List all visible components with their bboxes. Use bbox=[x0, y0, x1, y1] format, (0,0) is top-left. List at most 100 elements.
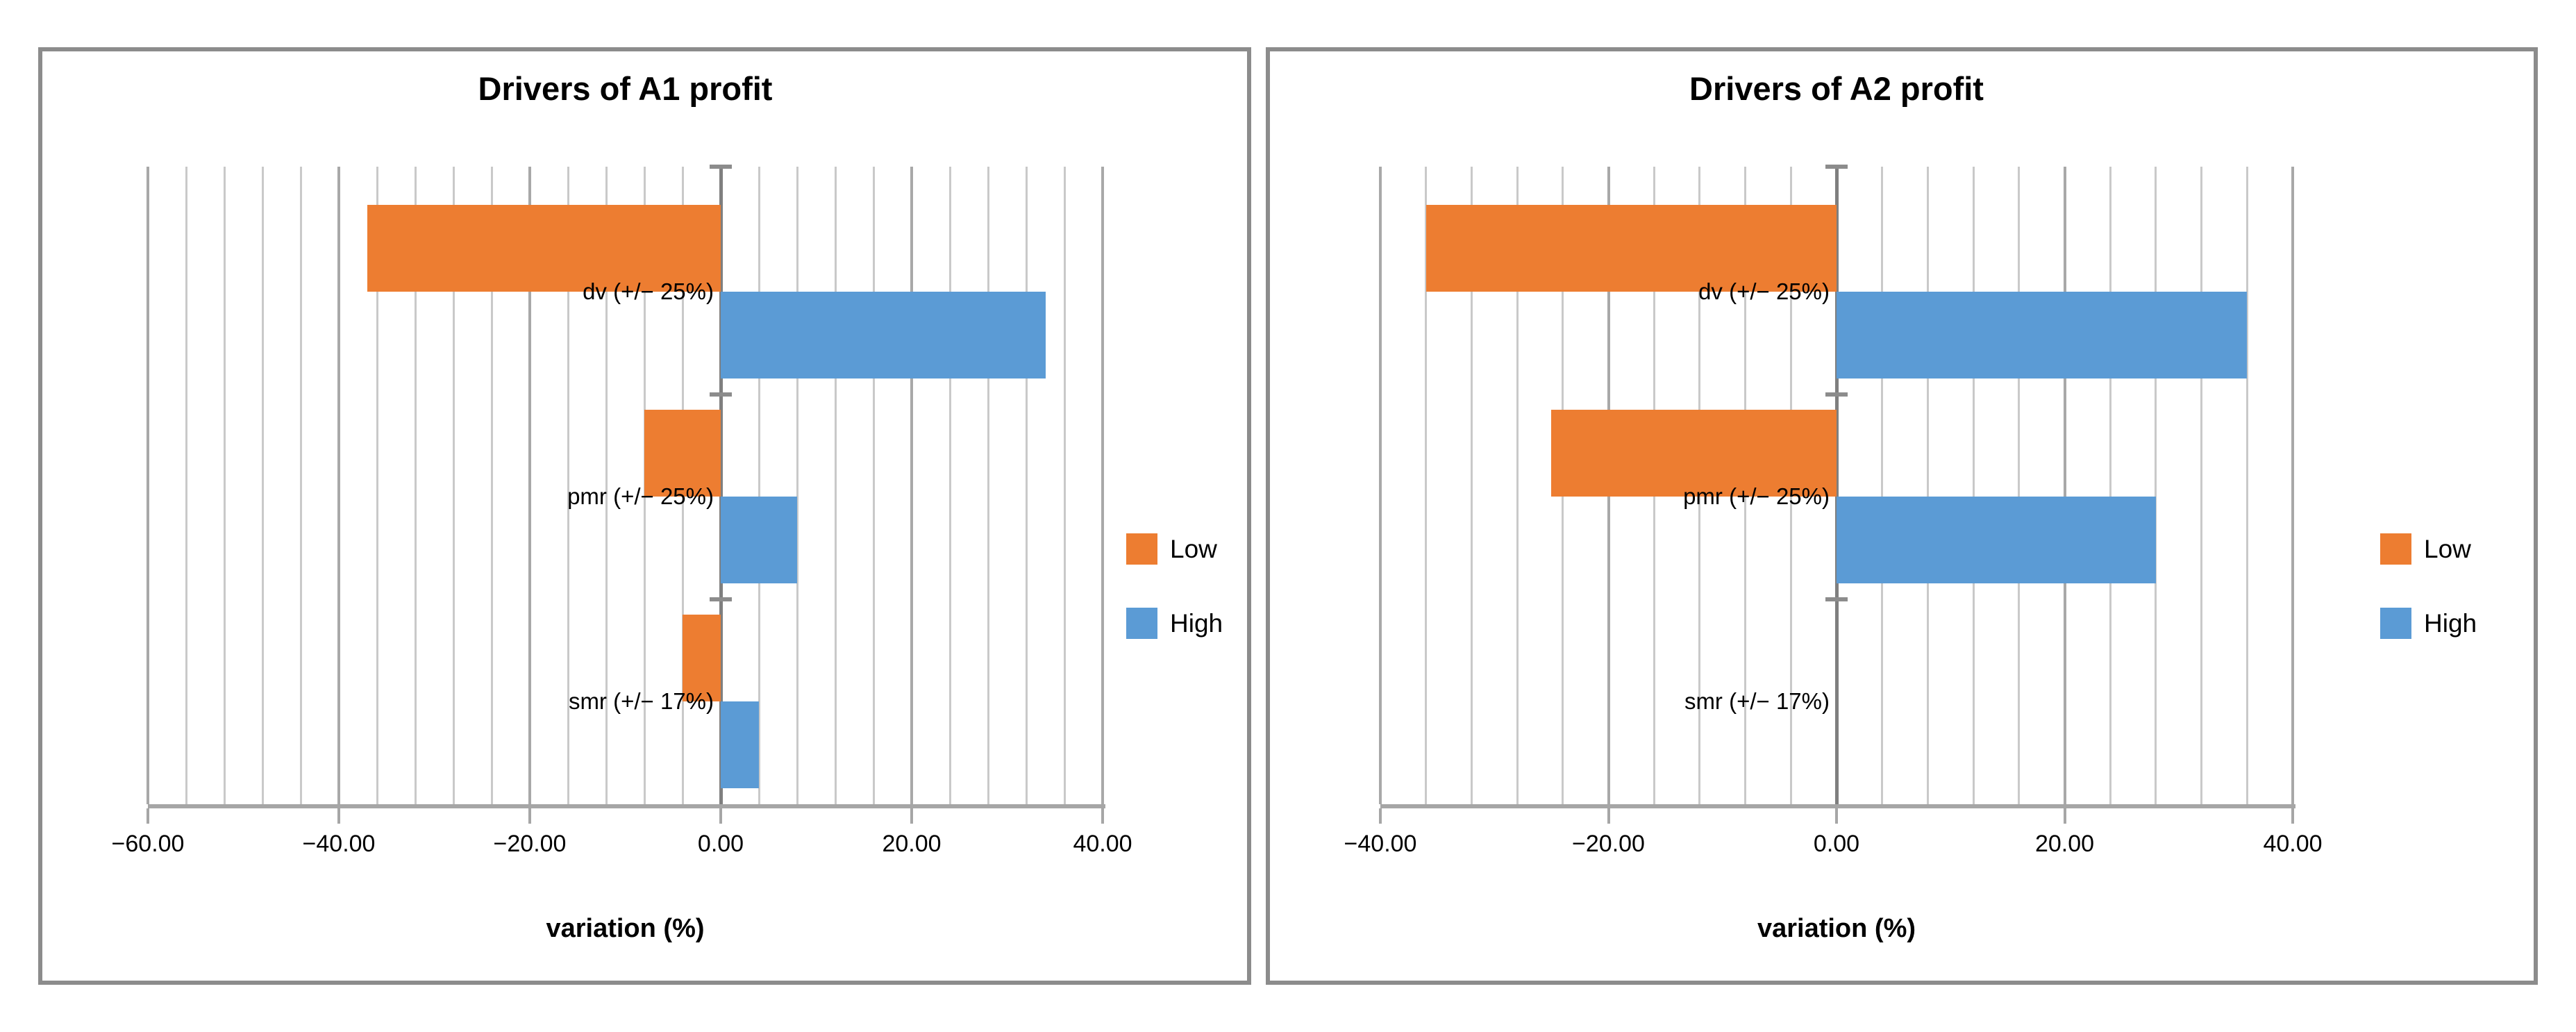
legend-swatch-high bbox=[2380, 608, 2411, 639]
legend-label-high: High bbox=[2424, 608, 2477, 638]
minor-gridline bbox=[2245, 167, 2248, 804]
category-axis-tick bbox=[710, 165, 732, 169]
category-axis-tick bbox=[1825, 597, 1848, 601]
major-gridline bbox=[147, 167, 149, 804]
minor-gridline bbox=[834, 167, 837, 804]
x-axis-tick bbox=[147, 808, 149, 824]
x-axis-tick bbox=[1101, 808, 1104, 824]
x-axis-title: variation (%) bbox=[546, 914, 705, 943]
bar-low-3 bbox=[683, 615, 721, 701]
minor-gridline bbox=[2200, 167, 2203, 804]
minor-gridline bbox=[758, 167, 760, 804]
x-axis-title: variation (%) bbox=[1757, 914, 1916, 943]
chart-title: Drivers of A1 profit bbox=[478, 70, 773, 107]
bar-high-1 bbox=[721, 292, 1046, 378]
plot-area: dv (+/− 25%) pmr (+/− 25%) smr (+/− 17%) bbox=[147, 165, 1105, 824]
legend: Low High bbox=[1126, 533, 1223, 639]
minor-gridline bbox=[261, 167, 264, 804]
bar-high-2 bbox=[1837, 497, 2156, 583]
major-gridline bbox=[528, 167, 531, 804]
minor-gridline bbox=[1025, 167, 1028, 804]
bar-high-1 bbox=[1837, 292, 2248, 378]
legend-swatch-low bbox=[2380, 533, 2411, 565]
x-axis-line bbox=[1380, 804, 2295, 808]
major-gridline bbox=[910, 167, 913, 804]
minor-gridline bbox=[987, 167, 989, 804]
bar-high-2 bbox=[721, 497, 797, 583]
x-axis-tick bbox=[1835, 808, 1838, 824]
minor-gridline bbox=[2155, 167, 2157, 804]
legend-label-low: Low bbox=[1170, 534, 1217, 563]
minor-gridline bbox=[2109, 167, 2111, 804]
x-axis-tick-label: −60.00 bbox=[111, 831, 185, 857]
x-axis-tick-label: −40.00 bbox=[1344, 831, 1417, 857]
minor-gridline bbox=[605, 167, 608, 804]
x-axis-tick bbox=[337, 808, 340, 824]
category-axis-tick bbox=[1825, 392, 1848, 397]
legend-item-high: High bbox=[2380, 608, 2477, 639]
minor-gridline bbox=[299, 167, 302, 804]
minor-gridline bbox=[1470, 167, 1473, 804]
minor-gridline bbox=[872, 167, 875, 804]
minor-gridline bbox=[1063, 167, 1066, 804]
minor-gridline bbox=[1926, 167, 1929, 804]
major-gridline bbox=[2291, 167, 2294, 804]
minor-gridline bbox=[414, 167, 417, 804]
x-axis-tick-label: −20.00 bbox=[493, 831, 567, 857]
legend-item-low: Low bbox=[2380, 533, 2477, 565]
minor-gridline bbox=[490, 167, 493, 804]
legend-label-low: Low bbox=[2424, 534, 2471, 563]
category-label: pmr (+/− 25%) bbox=[1683, 483, 1830, 509]
x-axis-tick-label: −40.00 bbox=[302, 831, 376, 857]
chart-panel-a1: Drivers of A1 profit dv (+/− 25%) pmr (+/… bbox=[38, 47, 1251, 985]
x-axis-tick-label: 20.00 bbox=[882, 831, 942, 857]
major-gridline bbox=[2063, 167, 2066, 804]
x-axis-tick-label: 20.00 bbox=[2034, 831, 2095, 857]
major-gridline bbox=[1101, 167, 1104, 804]
legend: Low High bbox=[2380, 533, 2477, 639]
major-gridline bbox=[1379, 167, 1382, 804]
category-axis-tick bbox=[710, 392, 732, 397]
category-axis-tick bbox=[1825, 165, 1848, 169]
minor-gridline bbox=[223, 167, 226, 804]
minor-gridline bbox=[567, 167, 569, 804]
minor-gridline bbox=[1425, 167, 1428, 804]
x-axis-tick bbox=[1379, 808, 1382, 824]
category-label: dv (+/− 25%) bbox=[583, 278, 714, 304]
major-gridline bbox=[337, 167, 340, 804]
minor-gridline bbox=[1972, 167, 1975, 804]
x-axis-tick bbox=[719, 808, 722, 824]
x-axis-line bbox=[148, 804, 1105, 808]
minor-gridline bbox=[1881, 167, 1884, 804]
minor-gridline bbox=[452, 167, 455, 804]
chart-panel-a2: Drivers of A2 profit dv (+/− 25%) pmr (+/… bbox=[1266, 47, 2538, 985]
minor-gridline bbox=[376, 167, 378, 804]
x-axis-tick bbox=[528, 808, 531, 824]
plot-area: dv (+/− 25%) pmr (+/− 25%) smr (+/− 17%) bbox=[1379, 165, 2295, 824]
x-axis-tick-label: 40.00 bbox=[2263, 831, 2323, 857]
x-axis-tick-label: 40.00 bbox=[1073, 831, 1132, 857]
category-label: pmr (+/− 25%) bbox=[567, 483, 714, 509]
category-axis-line bbox=[1834, 167, 1839, 804]
category-label: dv (+/− 25%) bbox=[1698, 278, 1830, 304]
minor-gridline bbox=[185, 167, 187, 804]
category-axis-line bbox=[719, 167, 723, 804]
bar-high-3 bbox=[721, 701, 759, 788]
legend-swatch-low bbox=[1126, 533, 1157, 565]
category-axis-tick bbox=[710, 597, 732, 601]
x-axis-tick bbox=[2291, 808, 2294, 824]
category-label: smr (+/− 17%) bbox=[1684, 688, 1830, 714]
x-axis-tick-label: −20.00 bbox=[1572, 831, 1645, 857]
bar-low-2 bbox=[1551, 410, 1837, 497]
bar-low-1 bbox=[367, 205, 721, 292]
x-axis-tick-label: 0.00 bbox=[697, 831, 744, 857]
minor-gridline bbox=[948, 167, 951, 804]
minor-gridline bbox=[2018, 167, 2021, 804]
legend-swatch-high bbox=[1126, 608, 1157, 639]
x-axis-tick bbox=[2063, 808, 2066, 824]
bar-low-1 bbox=[1425, 205, 1837, 292]
x-axis-tick-label: 0.00 bbox=[1813, 831, 1860, 857]
legend-item-low: Low bbox=[1126, 533, 1223, 565]
x-axis-tick bbox=[1607, 808, 1610, 824]
